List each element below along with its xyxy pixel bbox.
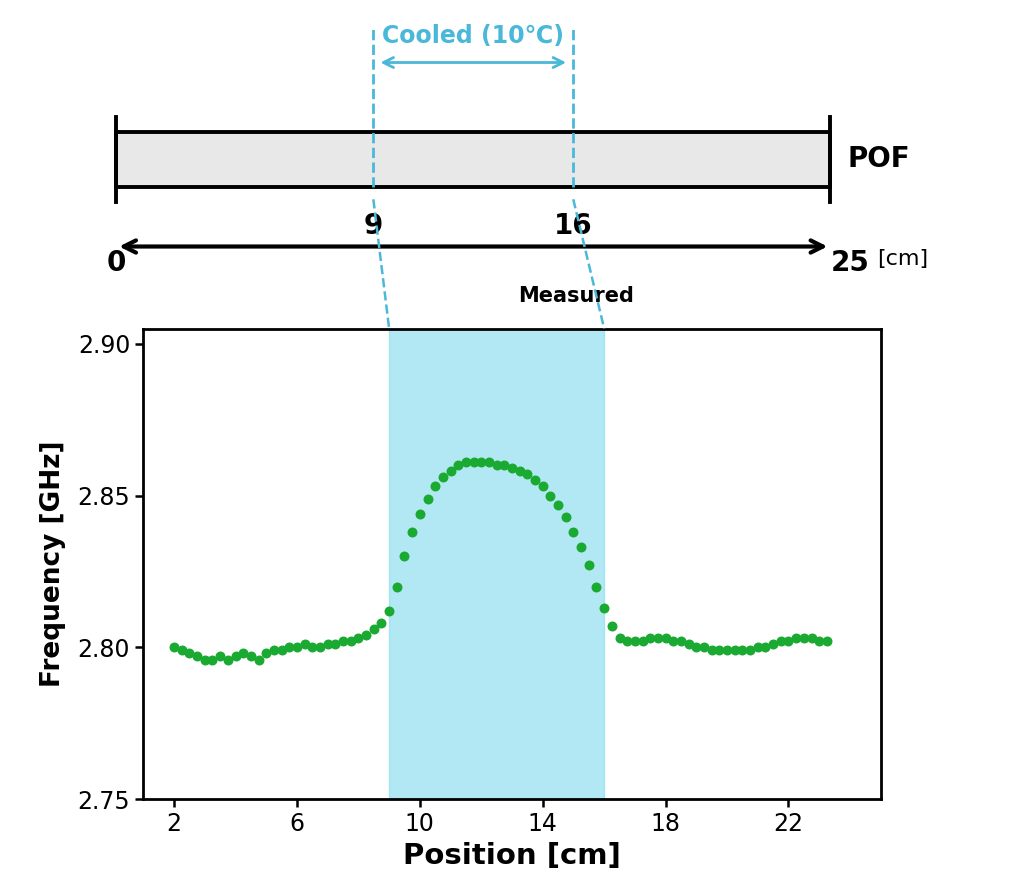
Point [588,580,604,594]
Point [750,640,766,654]
Point [688,640,705,654]
Point [581,559,597,573]
Text: POF: POF [848,146,910,173]
Text: [cm]: [cm] [878,249,929,269]
Point [481,455,498,469]
Point [381,604,397,618]
Text: 16: 16 [554,211,593,240]
Point [166,640,182,654]
Point [596,601,612,615]
Bar [389,329,604,799]
Point [219,653,236,667]
Point [319,638,336,652]
Point [618,634,635,648]
Point [258,646,274,661]
Point [335,634,351,648]
Point [374,616,390,630]
Point [465,455,482,469]
Point [673,634,689,648]
Text: Measured: Measured [518,286,635,306]
Point [174,643,190,657]
Point [197,653,213,667]
Point [604,619,621,633]
Point [281,640,297,654]
Point [680,638,696,652]
Point [188,649,205,663]
Point [703,643,720,657]
Text: Cooled (10℃): Cooled (10℃) [382,24,564,48]
Point [565,525,582,539]
Point [227,649,244,663]
Point [611,631,628,646]
Point [511,464,528,479]
Point [741,643,758,657]
Point [696,640,713,654]
Point [557,510,573,524]
Point [796,631,812,646]
Point [543,488,559,503]
Point [205,653,221,667]
Point [420,491,436,505]
X-axis label: Position [cm]: Position [cm] [403,842,621,870]
Text: 0: 0 [106,249,126,277]
Point [366,622,382,637]
Text: 25: 25 [830,249,869,277]
Y-axis label: Frequency [GHz]: Frequency [GHz] [40,440,67,687]
Point [550,497,566,511]
Point [535,480,551,494]
Point [473,455,489,469]
Point [358,628,375,642]
Point [403,525,420,539]
Point [504,461,520,475]
Point [266,643,283,657]
Point [451,458,467,472]
Point [434,471,451,485]
Point [719,643,735,657]
Point [412,507,428,521]
Point [396,549,413,563]
Point [666,634,682,648]
Point [803,631,819,646]
Point [819,634,836,648]
Point [649,631,666,646]
Point [181,646,198,661]
Point [526,473,543,488]
Point [780,634,797,648]
Point [212,649,228,663]
Point [342,634,359,648]
Point [788,631,805,646]
Point [726,643,742,657]
Point [573,540,590,554]
Point [772,634,788,648]
Point [236,646,252,661]
Point [497,458,513,472]
Point [250,653,266,667]
Point [519,467,536,481]
Point [711,643,727,657]
Point [297,638,313,652]
Point [642,631,658,646]
Point [388,580,404,594]
Point [273,643,290,657]
Point [442,464,459,479]
Point [289,640,305,654]
Point [734,643,751,657]
Point [350,631,367,646]
Point [811,634,827,648]
Point [757,640,774,654]
Point [328,638,344,652]
Point [311,640,328,654]
Point [634,634,651,648]
Point [458,455,474,469]
Text: 9: 9 [364,211,383,240]
Bar [117,132,830,186]
Point [427,480,443,494]
Point [488,458,505,472]
Point [243,649,259,663]
Point [627,634,643,648]
Point [657,631,674,646]
Point [304,640,321,654]
Point [765,638,781,652]
